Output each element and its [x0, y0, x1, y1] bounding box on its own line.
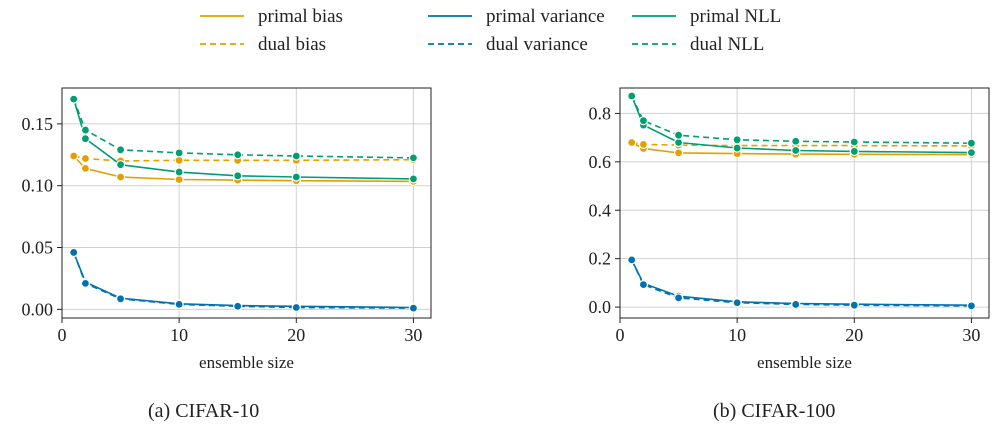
data-point-dual-variance	[673, 293, 684, 303]
legend-label-primal-bias: primal bias	[258, 6, 343, 27]
data-point-dual-nll	[291, 151, 301, 161]
y-tick-label: 0.05	[22, 238, 54, 258]
data-point-primal-bias	[80, 163, 91, 173]
data-point-dual-nll	[233, 150, 243, 160]
data-point-dual-bias	[80, 153, 91, 164]
data-point-primal-bias	[115, 172, 126, 182]
data-point-dual-variance	[80, 278, 91, 288]
chart-panel-cifar10: 0 10 20 30 0.00 0.05 0.10 0.15 ensemble size	[22, 87, 432, 372]
x-axis-label: ensemble size	[757, 353, 852, 372]
data-point-dual-nll	[80, 125, 91, 135]
data-point-primal-nll	[966, 148, 977, 158]
data-point-dual-variance	[115, 294, 126, 304]
legend: primal bias primal variance primal NLL dual…	[200, 6, 781, 55]
data-point-dual-nll	[638, 116, 649, 126]
data-point-dual-variance	[408, 303, 419, 313]
data-point-primal-nll	[408, 174, 419, 184]
caption-cifar10: (a) CIFAR-10	[148, 400, 260, 422]
data-point-dual-nll	[732, 135, 742, 145]
x-tick-label: 0	[616, 325, 625, 345]
x-tick-label: 0	[58, 325, 67, 345]
legend-label-dual-bias: dual bias	[258, 34, 326, 55]
data-point-dual-variance	[849, 300, 859, 310]
data-point-dual-variance	[732, 298, 742, 308]
legend-label-primal-variance: primal variance	[486, 6, 605, 27]
plot-frame	[619, 87, 990, 319]
data-point-dual-bias	[174, 155, 184, 165]
plot-frame	[61, 87, 432, 319]
x-tick-label: 20	[845, 325, 863, 345]
data-point-dual-variance	[233, 301, 243, 311]
data-point-dual-variance	[174, 299, 184, 309]
data-point-primal-nll	[115, 160, 126, 170]
data-point-primal-nll	[233, 171, 243, 181]
data-point-dual-nll	[673, 130, 684, 140]
data-point-dual-nll	[627, 91, 637, 101]
y-tick-label: 0.6	[589, 152, 612, 172]
x-axis-label: ensemble size	[199, 353, 294, 372]
data-point-primal-nll	[791, 145, 801, 156]
x-tick-label: 10	[170, 325, 188, 345]
caption-cifar100: (b) CIFAR-100	[713, 400, 836, 422]
data-point-dual-bias	[69, 151, 79, 161]
y-tick-label: 0.00	[22, 299, 54, 319]
data-point-primal-nll	[80, 134, 91, 144]
data-point-dual-variance	[791, 299, 801, 310]
data-point-primal-nll	[174, 167, 184, 177]
data-point-primal-bias	[673, 148, 684, 158]
legend-label-dual-variance: dual variance	[486, 34, 588, 55]
data-point-primal-bias	[174, 174, 184, 185]
data-point-dual-nll	[791, 136, 801, 146]
data-point-dual-nll	[69, 94, 79, 104]
y-tick-label: 0.0	[589, 297, 612, 317]
x-tick-label: 20	[287, 325, 305, 345]
data-point-dual-bias	[638, 139, 649, 150]
y-tick-label: 0.10	[22, 176, 54, 196]
y-tick-label: 0.4	[589, 200, 612, 220]
data-point-primal-nll	[732, 143, 742, 153]
data-point-dual-bias	[627, 137, 637, 148]
data-point-dual-variance	[627, 255, 637, 265]
data-point-dual-nll	[408, 153, 419, 163]
data-point-dual-nll	[966, 138, 977, 148]
x-tick-label: 30	[962, 325, 980, 345]
y-tick-label: 0.2	[589, 249, 612, 269]
data-point-dual-variance	[638, 279, 649, 290]
legend-label-dual-nll: dual NLL	[690, 34, 764, 55]
data-point-dual-nll	[849, 137, 859, 147]
data-point-dual-variance	[291, 302, 301, 313]
y-tick-label: 0.8	[589, 103, 612, 123]
data-point-dual-nll	[174, 148, 184, 158]
y-tick-label: 0.15	[22, 114, 54, 134]
data-point-dual-variance	[69, 247, 79, 258]
data-point-dual-nll	[115, 145, 126, 155]
series-line-primal-nll	[72, 98, 414, 180]
x-tick-label: 30	[404, 325, 422, 345]
legend-label-primal-nll: primal NLL	[690, 6, 781, 27]
chart-panel-cifar100: 0 10 20 30 0.0 0.2 0.4 0.6 0.8 ensemble size	[589, 87, 990, 372]
x-tick-label: 10	[728, 325, 746, 345]
data-point-dual-variance	[966, 301, 977, 311]
data-point-primal-nll	[849, 146, 859, 157]
data-point-primal-nll	[291, 172, 301, 182]
